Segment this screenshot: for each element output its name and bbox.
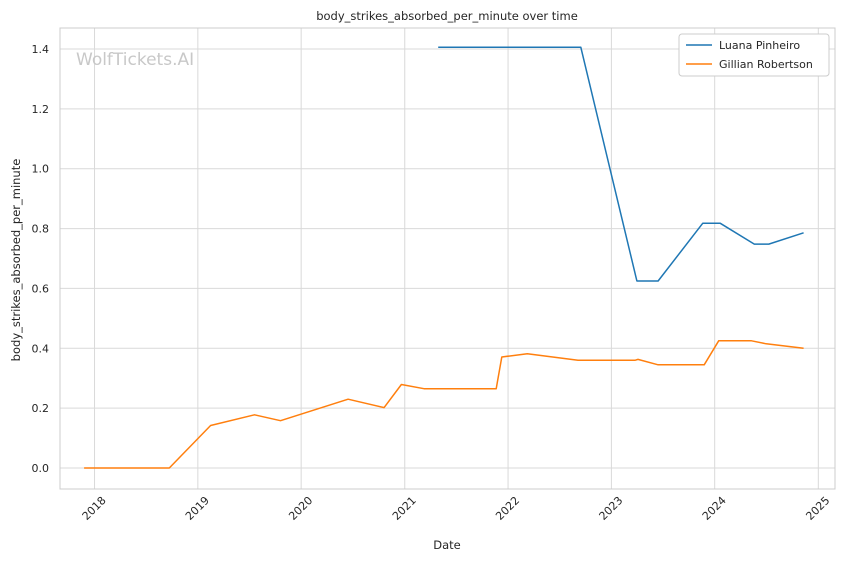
x-tick-label: 2023 (597, 494, 626, 523)
x-tick-label: 2019 (183, 494, 212, 523)
series-line-gillian-robertson (84, 340, 804, 469)
y-tick-label: 1.0 (32, 163, 50, 176)
series-line-luana-pinheiro (438, 46, 804, 282)
legend-label: Luana Pinheiro (719, 39, 800, 52)
y-tick-label: 0.0 (32, 462, 50, 475)
legend: Luana Pinheiro Gillian Robertson (678, 33, 830, 77)
x-tick-label: 2018 (80, 494, 109, 523)
y-tick-label: 0.2 (32, 402, 50, 415)
y-tick-label: 1.2 (32, 103, 50, 116)
chart-title: body_strikes_absorbed_per_minute over ti… (316, 9, 578, 23)
grid (60, 28, 835, 489)
y-tick-label: 0.6 (32, 282, 50, 295)
plot-frame (59, 27, 836, 490)
x-tick-label: 2020 (286, 494, 315, 523)
x-axis: 2018 2019 2020 2021 2022 2023 2024 2025 (80, 494, 833, 523)
y-tick-label: 1.4 (32, 43, 50, 56)
x-tick-label: 2025 (803, 494, 832, 523)
x-tick-label: 2022 (493, 494, 522, 523)
legend-label: Gillian Robertson (719, 58, 813, 71)
x-tick-label: 2024 (700, 494, 729, 523)
y-tick-label: 0.4 (32, 342, 50, 355)
series-layer (84, 46, 804, 469)
x-axis-label: Date (433, 538, 461, 552)
legend-box (678, 33, 830, 77)
y-axis: 0.0 0.2 0.4 0.6 0.8 1.0 1.2 1.4 (32, 43, 50, 475)
y-tick-label: 0.8 (32, 223, 50, 236)
watermark: WolfTickets.AI (76, 50, 194, 70)
x-tick-label: 2021 (390, 494, 419, 523)
y-axis-label: body_strikes_absorbed_per_minute (9, 159, 23, 362)
